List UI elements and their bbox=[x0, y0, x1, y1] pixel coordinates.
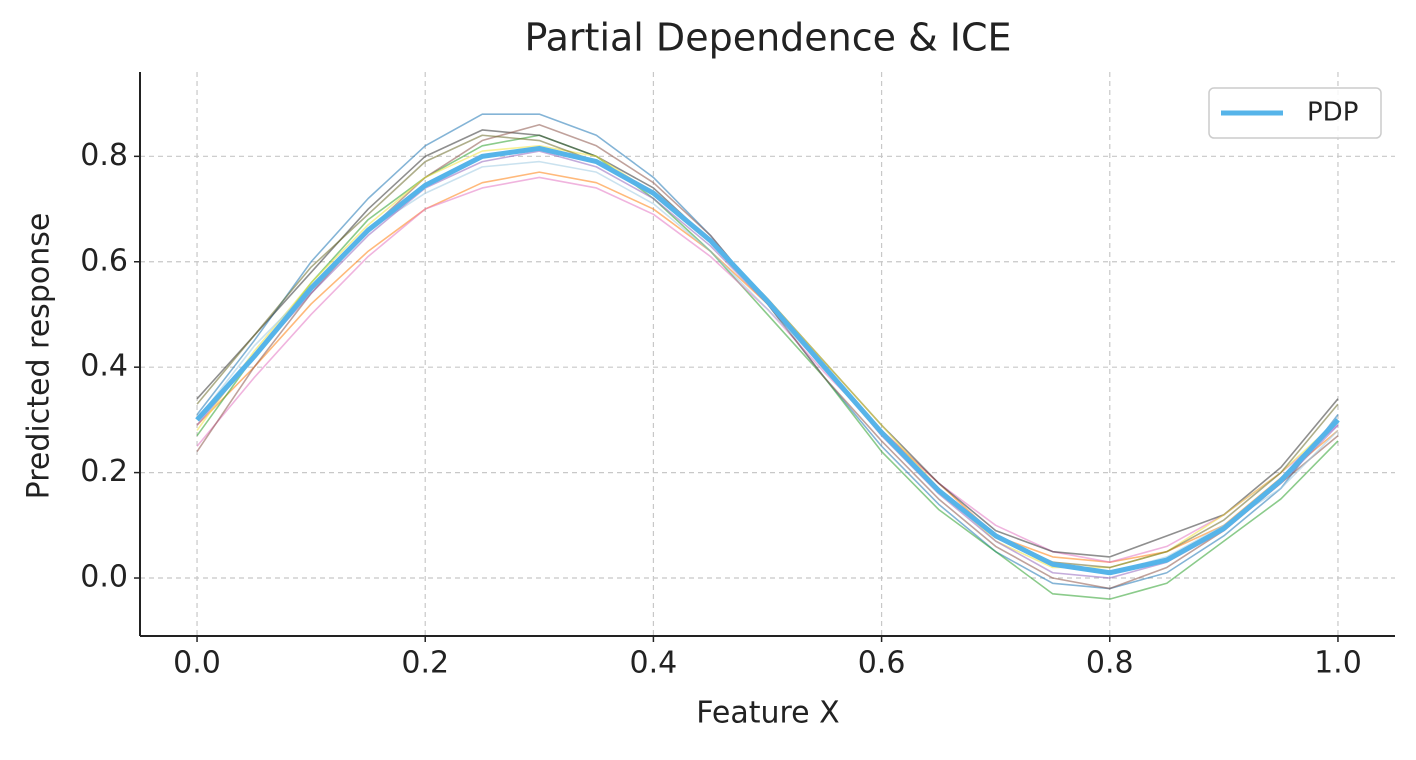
y-axis-label: Predicted response bbox=[22, 213, 57, 500]
ice-line bbox=[196, 113, 1339, 590]
y-tick-label: 0.6 bbox=[80, 243, 128, 278]
x-tick-label: 0.4 bbox=[630, 646, 678, 681]
y-tick-label: 0.0 bbox=[80, 560, 128, 595]
chart-title: Partial Dependence & ICE bbox=[524, 16, 1011, 60]
x-tick-label: 0.2 bbox=[401, 646, 449, 681]
x-axis-label: Feature X bbox=[696, 696, 839, 731]
x-tick-label: 0.0 bbox=[173, 646, 221, 681]
y-tick-label: 0.2 bbox=[80, 454, 128, 489]
y-tick-label: 0.4 bbox=[80, 349, 128, 384]
pdp-line bbox=[195, 145, 1340, 576]
x-tick-label: 0.8 bbox=[1086, 646, 1134, 681]
ice-line bbox=[196, 134, 1339, 600]
x-tick-label: 1.0 bbox=[1314, 646, 1362, 681]
x-tick-label: 0.6 bbox=[858, 646, 906, 681]
ice-line bbox=[196, 134, 1339, 569]
legend-box bbox=[1208, 87, 1382, 139]
y-tick-label: 0.8 bbox=[80, 138, 128, 173]
ice-line bbox=[196, 129, 1339, 558]
ice-line bbox=[196, 123, 1339, 590]
legend-label: PDP bbox=[1307, 98, 1358, 128]
